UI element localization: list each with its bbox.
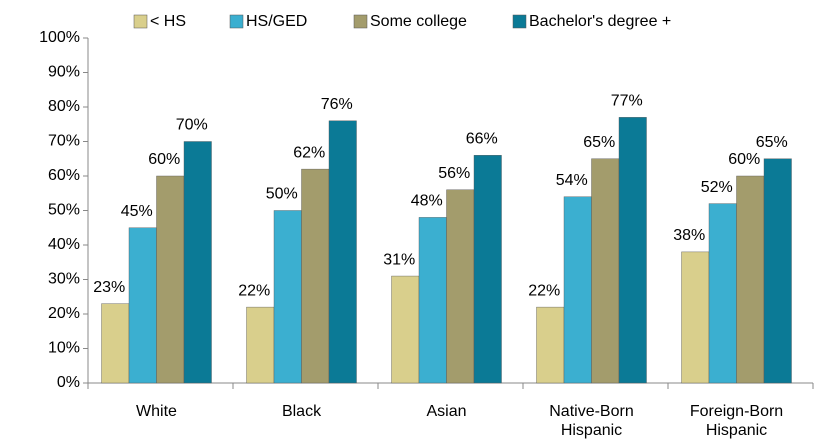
bar	[591, 158, 620, 384]
legend-swatch	[353, 14, 368, 29]
y-tick-label: 0%	[57, 374, 80, 391]
bar	[708, 203, 737, 384]
x-tick-label: Black	[281, 403, 322, 420]
bar	[273, 210, 302, 384]
y-tick-label: 20%	[48, 305, 80, 322]
data-label: 23%	[93, 279, 125, 296]
x-tick-label: Asian	[426, 403, 467, 420]
y-tick-label: 60%	[48, 167, 80, 184]
data-label: 70%	[176, 117, 208, 134]
data-label: 76%	[321, 96, 353, 113]
data-label: 45%	[121, 203, 153, 220]
data-label: 50%	[266, 186, 298, 203]
bar	[618, 117, 647, 384]
legend-label: Some college	[370, 13, 467, 30]
data-label: 77%	[611, 93, 643, 110]
legend-swatch	[512, 14, 527, 29]
y-tick-label: 50%	[48, 202, 80, 219]
bar	[763, 158, 792, 384]
data-label: 62%	[293, 144, 325, 161]
data-label: 60%	[728, 151, 760, 168]
x-tick-label: Native-Born Hispanic	[549, 403, 634, 439]
bar	[301, 168, 330, 384]
bar	[681, 251, 710, 384]
bar	[736, 175, 765, 384]
data-label: 52%	[701, 179, 733, 196]
legend-swatch	[133, 14, 148, 29]
x-tick-label: Foreign-Born Hispanic	[689, 403, 784, 439]
data-label: 60%	[148, 151, 180, 168]
legend-label: Bachelor's degree +	[529, 13, 671, 30]
y-tick-label: 40%	[48, 236, 80, 253]
data-label: 22%	[528, 282, 560, 299]
bar	[101, 303, 130, 384]
bar	[446, 189, 475, 384]
data-label: 66%	[466, 131, 498, 148]
bar	[418, 217, 447, 384]
x-tick-label: White	[136, 403, 177, 420]
y-tick-label: 70%	[48, 133, 80, 150]
y-tick-label: 30%	[48, 271, 80, 288]
legend-label: HS/GED	[246, 13, 307, 30]
y-tick-label: 80%	[48, 98, 80, 115]
bar	[328, 120, 357, 384]
data-label: 65%	[583, 134, 615, 151]
bar	[246, 306, 275, 384]
bar	[183, 141, 212, 384]
data-label: 54%	[556, 172, 588, 189]
y-tick-label: 90%	[48, 64, 80, 81]
bar	[128, 227, 157, 384]
data-label: 38%	[673, 227, 705, 244]
y-tick-label: 10%	[48, 340, 80, 357]
data-label: 48%	[411, 193, 443, 210]
bar	[536, 306, 565, 384]
legend-label: < HS	[150, 13, 186, 30]
data-label: 65%	[756, 134, 788, 151]
bar	[156, 175, 185, 384]
legend-swatch	[229, 14, 244, 29]
data-label: 31%	[383, 251, 415, 268]
data-label: 22%	[238, 282, 270, 299]
bar	[391, 275, 420, 384]
bar	[563, 196, 592, 384]
y-tick-label: 100%	[39, 29, 80, 46]
bar	[473, 155, 502, 384]
data-label: 56%	[438, 165, 470, 182]
